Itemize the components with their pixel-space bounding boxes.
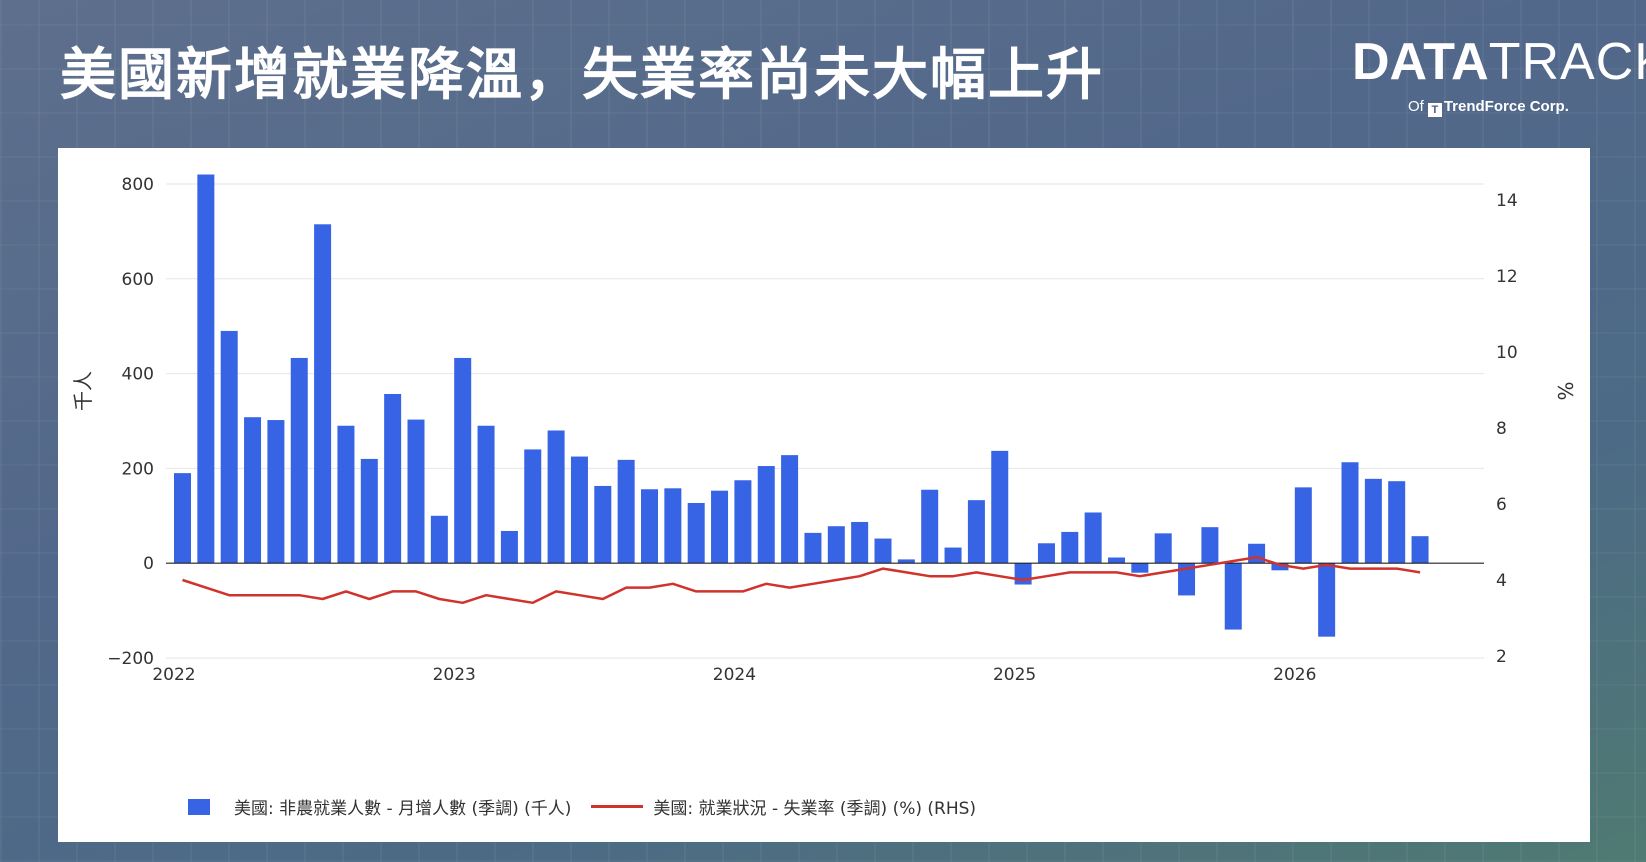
y-left-tick-label: −200 <box>107 649 154 669</box>
legend-line-swatch <box>591 805 644 808</box>
logo-of: Of <box>1408 98 1424 115</box>
bar <box>290 357 308 564</box>
logo-wordmark-light: TRACK <box>1488 33 1646 91</box>
bar <box>967 500 985 564</box>
x-tick-label: 2024 <box>713 665 756 685</box>
bar <box>1294 487 1312 564</box>
bar <box>524 449 542 564</box>
trendforce-icon: T <box>1427 103 1442 117</box>
x-tick-label: 2026 <box>1273 665 1316 685</box>
bar <box>1224 563 1242 630</box>
bar <box>430 515 448 564</box>
bar <box>1084 512 1102 564</box>
logo-company: TrendForce Corp. <box>1443 98 1569 115</box>
bar <box>1154 533 1172 564</box>
x-tick-label: 2023 <box>433 665 476 685</box>
bar <box>944 547 962 564</box>
bar <box>337 425 355 564</box>
bar <box>874 538 892 564</box>
bar <box>804 532 822 564</box>
legend-bar-swatch <box>188 798 210 815</box>
bar <box>197 174 215 564</box>
bar <box>897 559 915 564</box>
logo-subline: Of T TrendForce Corp. <box>1408 98 1569 117</box>
bar <box>360 458 378 564</box>
bar <box>734 480 752 564</box>
chart-legend: 美國: 非農就業人數 - 月增人數 (季調) (千人) 美國: 就業狀況 - 失… <box>188 794 996 819</box>
legend-label-unemployment: 美國: 就業狀況 - 失業率 (季調) (%) (RHS) <box>653 799 977 819</box>
y-left-tick-label: 600 <box>122 270 154 290</box>
bar <box>500 530 518 564</box>
bar <box>1014 563 1032 585</box>
bar <box>711 490 729 564</box>
y-right-tick-label: 12 <box>1496 267 1518 287</box>
bar <box>1388 481 1406 564</box>
bar <box>1271 563 1289 571</box>
bar <box>1318 563 1336 637</box>
bar <box>477 425 495 564</box>
legend-label-payrolls: 美國: 非農就業人數 - 月增人數 (季調) (千人) <box>234 799 572 819</box>
y-right-tick-label: 14 <box>1496 191 1518 211</box>
bar <box>267 420 285 564</box>
bar <box>991 450 1009 564</box>
y-left-tick-label: 200 <box>122 459 154 479</box>
legend-item-unemployment[interactable]: 美國: 就業狀況 - 失業率 (季調) (%) (RHS) <box>591 794 976 819</box>
bar <box>687 503 705 564</box>
bar <box>1411 536 1429 564</box>
bar <box>664 488 682 564</box>
x-tick-label: 2025 <box>993 665 1036 685</box>
logo-wordmark-bold: DATA <box>1352 33 1489 91</box>
bar <box>1061 531 1079 564</box>
y-left-axis-title: 千人 <box>71 371 95 411</box>
y-right-tick-label: 2 <box>1496 647 1507 667</box>
bar <box>174 473 191 564</box>
unemployment-line <box>182 555 1421 605</box>
logo-wordmark: DATATRACK <box>1352 33 1646 91</box>
bar <box>781 455 799 564</box>
bar <box>1037 543 1055 564</box>
bar <box>454 357 472 564</box>
x-tick-label: 2022 <box>152 665 195 685</box>
bar <box>617 459 635 564</box>
bar <box>314 224 332 564</box>
chart: −200 0 200 400 600 800 2 4 6 8 10 12 14 千人 % 2022 2023 20… <box>71 174 1577 685</box>
bar <box>851 521 869 564</box>
bar <box>1131 563 1149 573</box>
bar <box>1178 563 1196 596</box>
bar <box>407 419 425 564</box>
bar <box>570 456 588 564</box>
y-right-tick-label: 10 <box>1496 343 1518 363</box>
bar <box>1364 478 1382 564</box>
y-right-tick-label: 6 <box>1496 495 1507 515</box>
bar <box>921 489 939 564</box>
bar <box>827 526 845 564</box>
bar <box>220 330 238 564</box>
y-left-tick-label: 400 <box>122 365 154 385</box>
bar <box>641 489 658 564</box>
bar <box>1108 557 1125 564</box>
bar <box>1341 462 1359 564</box>
y-right-axis-title: % <box>1553 381 1577 400</box>
page-title: 美國新增就業降溫，失業率尚未大幅上升 <box>60 43 1104 108</box>
bar <box>244 417 262 564</box>
bar <box>594 485 612 564</box>
bar <box>547 430 565 564</box>
y-left-tick-label: 0 <box>143 554 154 574</box>
y-right-tick-label: 4 <box>1496 571 1507 591</box>
chart-panel: −200 0 200 400 600 800 2 4 6 8 10 12 14 千人% 2022 2023 20… <box>58 148 1590 842</box>
bar <box>384 393 402 564</box>
bar <box>757 466 775 564</box>
y-left-tick-label: 800 <box>122 175 154 195</box>
y-right-tick-label: 8 <box>1496 419 1507 439</box>
bar <box>1201 527 1219 564</box>
legend-item-payrolls[interactable]: 美國: 非農就業人數 - 月增人數 (季調) (千人) <box>188 794 571 819</box>
